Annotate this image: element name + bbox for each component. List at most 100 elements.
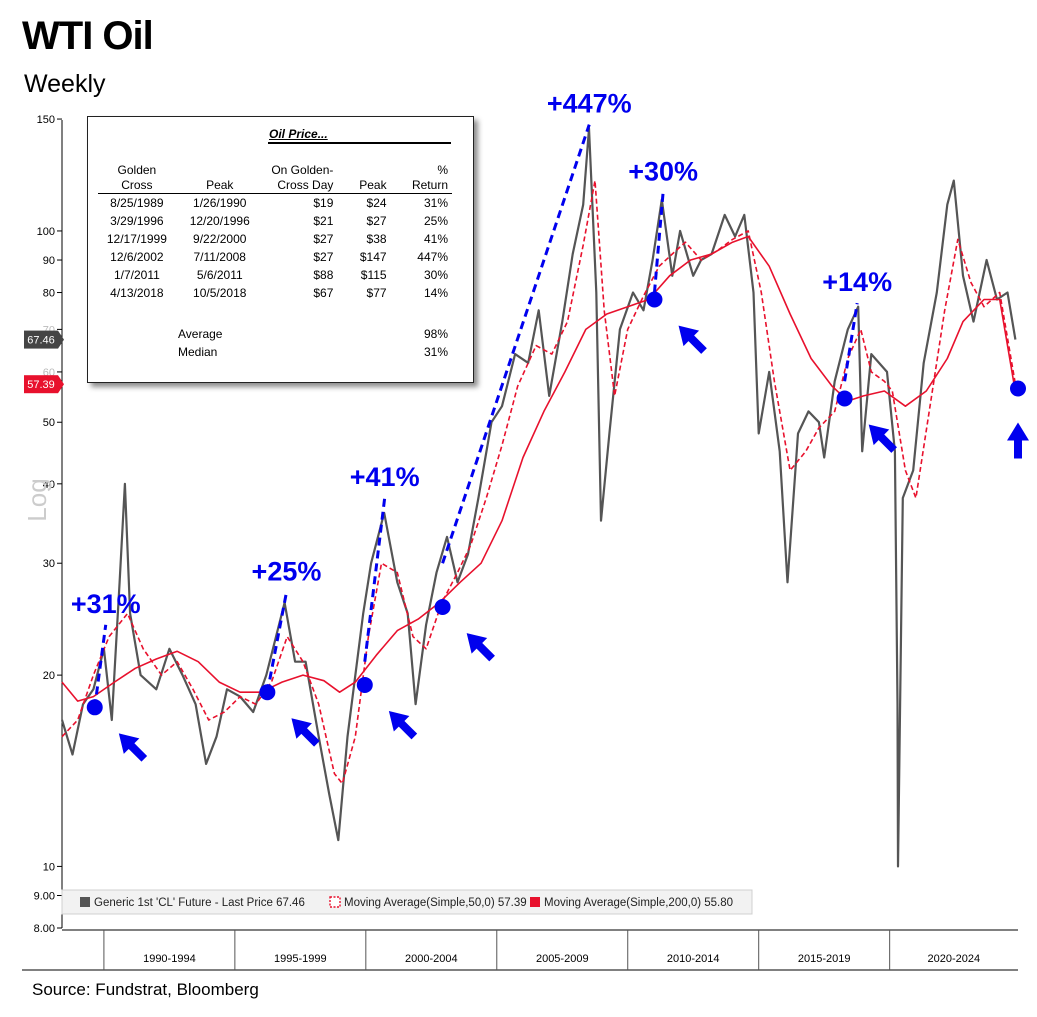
legend-label: Moving Average(Simple,200,0) 55.80 [544, 897, 733, 909]
y-tick-label: 50 [43, 417, 55, 429]
table-cell: $27 [313, 232, 334, 246]
table-title: Oil Price... [269, 127, 328, 141]
rally-label: +14% [822, 267, 892, 297]
header-on-golden-1: On Golden- [271, 163, 334, 177]
table-cell: 12/6/2002 [110, 250, 164, 264]
median-label: Median [178, 345, 218, 359]
y-tick-label: 30 [43, 558, 55, 570]
golden-cross-marker [86, 699, 103, 716]
legend-box [61, 889, 753, 915]
golden-cross-marker [1010, 380, 1026, 397]
table-cell: 12/20/1996 [189, 214, 250, 228]
rally-trend-line [265, 592, 288, 693]
chart-subtitle: Weekly [24, 70, 106, 98]
rally-label: +447% [547, 89, 632, 119]
rally-label: +30% [628, 156, 698, 186]
rally-trend-line [93, 624, 108, 708]
table-cell: $19 [313, 196, 334, 210]
arrow-shape [868, 424, 897, 453]
ma50-series-line [61, 179, 1017, 785]
y-tick-label: 20 [43, 670, 55, 682]
price-badge-pointer [58, 330, 64, 349]
table-cell: 31% [423, 196, 448, 210]
arrow-shape [678, 325, 707, 354]
table-cell: 25% [423, 214, 448, 228]
golden-cross-marker [836, 390, 853, 407]
table-cell: 30% [423, 268, 448, 282]
header-peak-2: Peak [175, 178, 264, 194]
header-peak-price-2: Peak [337, 178, 391, 194]
y-axis-label: Log [22, 478, 52, 521]
average-value: 98% [423, 327, 448, 341]
header-return-2: Return [390, 178, 452, 194]
price-badge [24, 330, 58, 349]
price-badge [24, 375, 58, 394]
golden-cross-data-table: Golden On Golden- % Cross Peak Cross Day… [98, 163, 452, 302]
table-cell: 3/29/1996 [110, 214, 164, 228]
y-axis: 8.009.00102030405060708090100150Log67.46… [22, 114, 64, 935]
x-period-label: 2015-2019 [798, 953, 851, 965]
header-on-golden-2: Cross Day [263, 178, 338, 194]
price-badge-pointer [58, 375, 64, 394]
series-layer [60, 127, 1017, 868]
table-cell: 447% [417, 250, 448, 264]
golden-cross-marker [434, 598, 451, 615]
legend: Generic 1st 'CL' Future - Last Price 67.… [61, 889, 753, 915]
table-row: 1/7/2011 5/6/2011 $88 $115 30% [98, 266, 452, 284]
x-period-label: 1990-1994 [143, 953, 196, 965]
rally-trend-line [363, 497, 387, 662]
x-axis: 1990-1994 1995-1999 2000-2004 2005-2009 2010… [22, 929, 1018, 971]
price-series-line [60, 127, 1017, 868]
arrow-shape [466, 633, 495, 662]
average-label: Average [178, 327, 223, 341]
arrow-shape [1007, 422, 1029, 459]
oil-chart: 8.009.00102030405060708090100150Log67.46… [22, 89, 1029, 971]
table-cell: 4/13/2018 [110, 286, 164, 300]
legend-label: Generic 1st 'CL' Future - Last Price 67.… [94, 897, 305, 909]
source-note: Source: Fundstrat, Bloomberg [32, 980, 259, 999]
table-cell: 1/7/2011 [113, 268, 160, 282]
table-cell: $27 [366, 214, 387, 228]
y-tick-label: 9.00 [34, 890, 55, 902]
rally-label: +41% [350, 462, 420, 492]
arrow-shape [291, 718, 320, 747]
golden-cross-table: Oil Price... Golden On Golden- % Cross P… [87, 116, 474, 383]
table-cell: 5/6/2011 [196, 268, 243, 282]
golden-cross-marker [356, 676, 373, 693]
x-period-label: 2000-2004 [405, 953, 458, 965]
arrow-shape [388, 711, 418, 740]
table-cell: $147 [359, 250, 387, 264]
header-golden-cross-1: Golden [117, 163, 157, 177]
table-cell: 12/17/1999 [106, 232, 167, 246]
table-cell: 1/26/1990 [193, 196, 247, 210]
table-cell: 9/22/2000 [193, 232, 247, 246]
y-tick-label: 80 [43, 288, 55, 300]
rally-trend-line [843, 302, 859, 382]
arrow-shape [118, 733, 148, 762]
golden-cross-arrow [1007, 422, 1029, 459]
y-tick-label: 10 [43, 861, 55, 873]
table-row: 12/17/1999 9/22/2000 $27 $38 41% [98, 230, 452, 248]
price-badge-label: 57.39 [27, 379, 55, 391]
y-tick-label: 100 [37, 226, 55, 238]
table-cell: $27 [313, 250, 334, 264]
table-row: 12/6/2002 7/11/2008 $27 $147 447% [98, 248, 452, 266]
y-tick-label: 8.00 [34, 923, 55, 935]
median-value: 31% [423, 345, 448, 359]
table-row: 3/29/1996 12/20/1996 $21 $27 25% [98, 212, 452, 230]
x-period-label: 2005-2009 [536, 953, 589, 965]
table-cell: 41% [423, 232, 448, 246]
header-peak-1 [176, 163, 264, 178]
y-tick-label: 40 [43, 479, 55, 491]
table-cell: $67 [313, 286, 334, 300]
table-cell: $88 [313, 268, 334, 282]
table-cell: 10/5/2018 [193, 286, 247, 300]
legend-swatch [80, 897, 90, 907]
header-return-1: % [437, 163, 448, 177]
header-peak-price-1 [337, 163, 390, 178]
table-cell: 14% [423, 286, 448, 300]
ma200-series-line [61, 235, 1017, 702]
x-period-label: 1995-1999 [274, 953, 327, 965]
rally-label: +25% [252, 556, 322, 586]
header-golden-cross-2: Cross [98, 178, 176, 194]
